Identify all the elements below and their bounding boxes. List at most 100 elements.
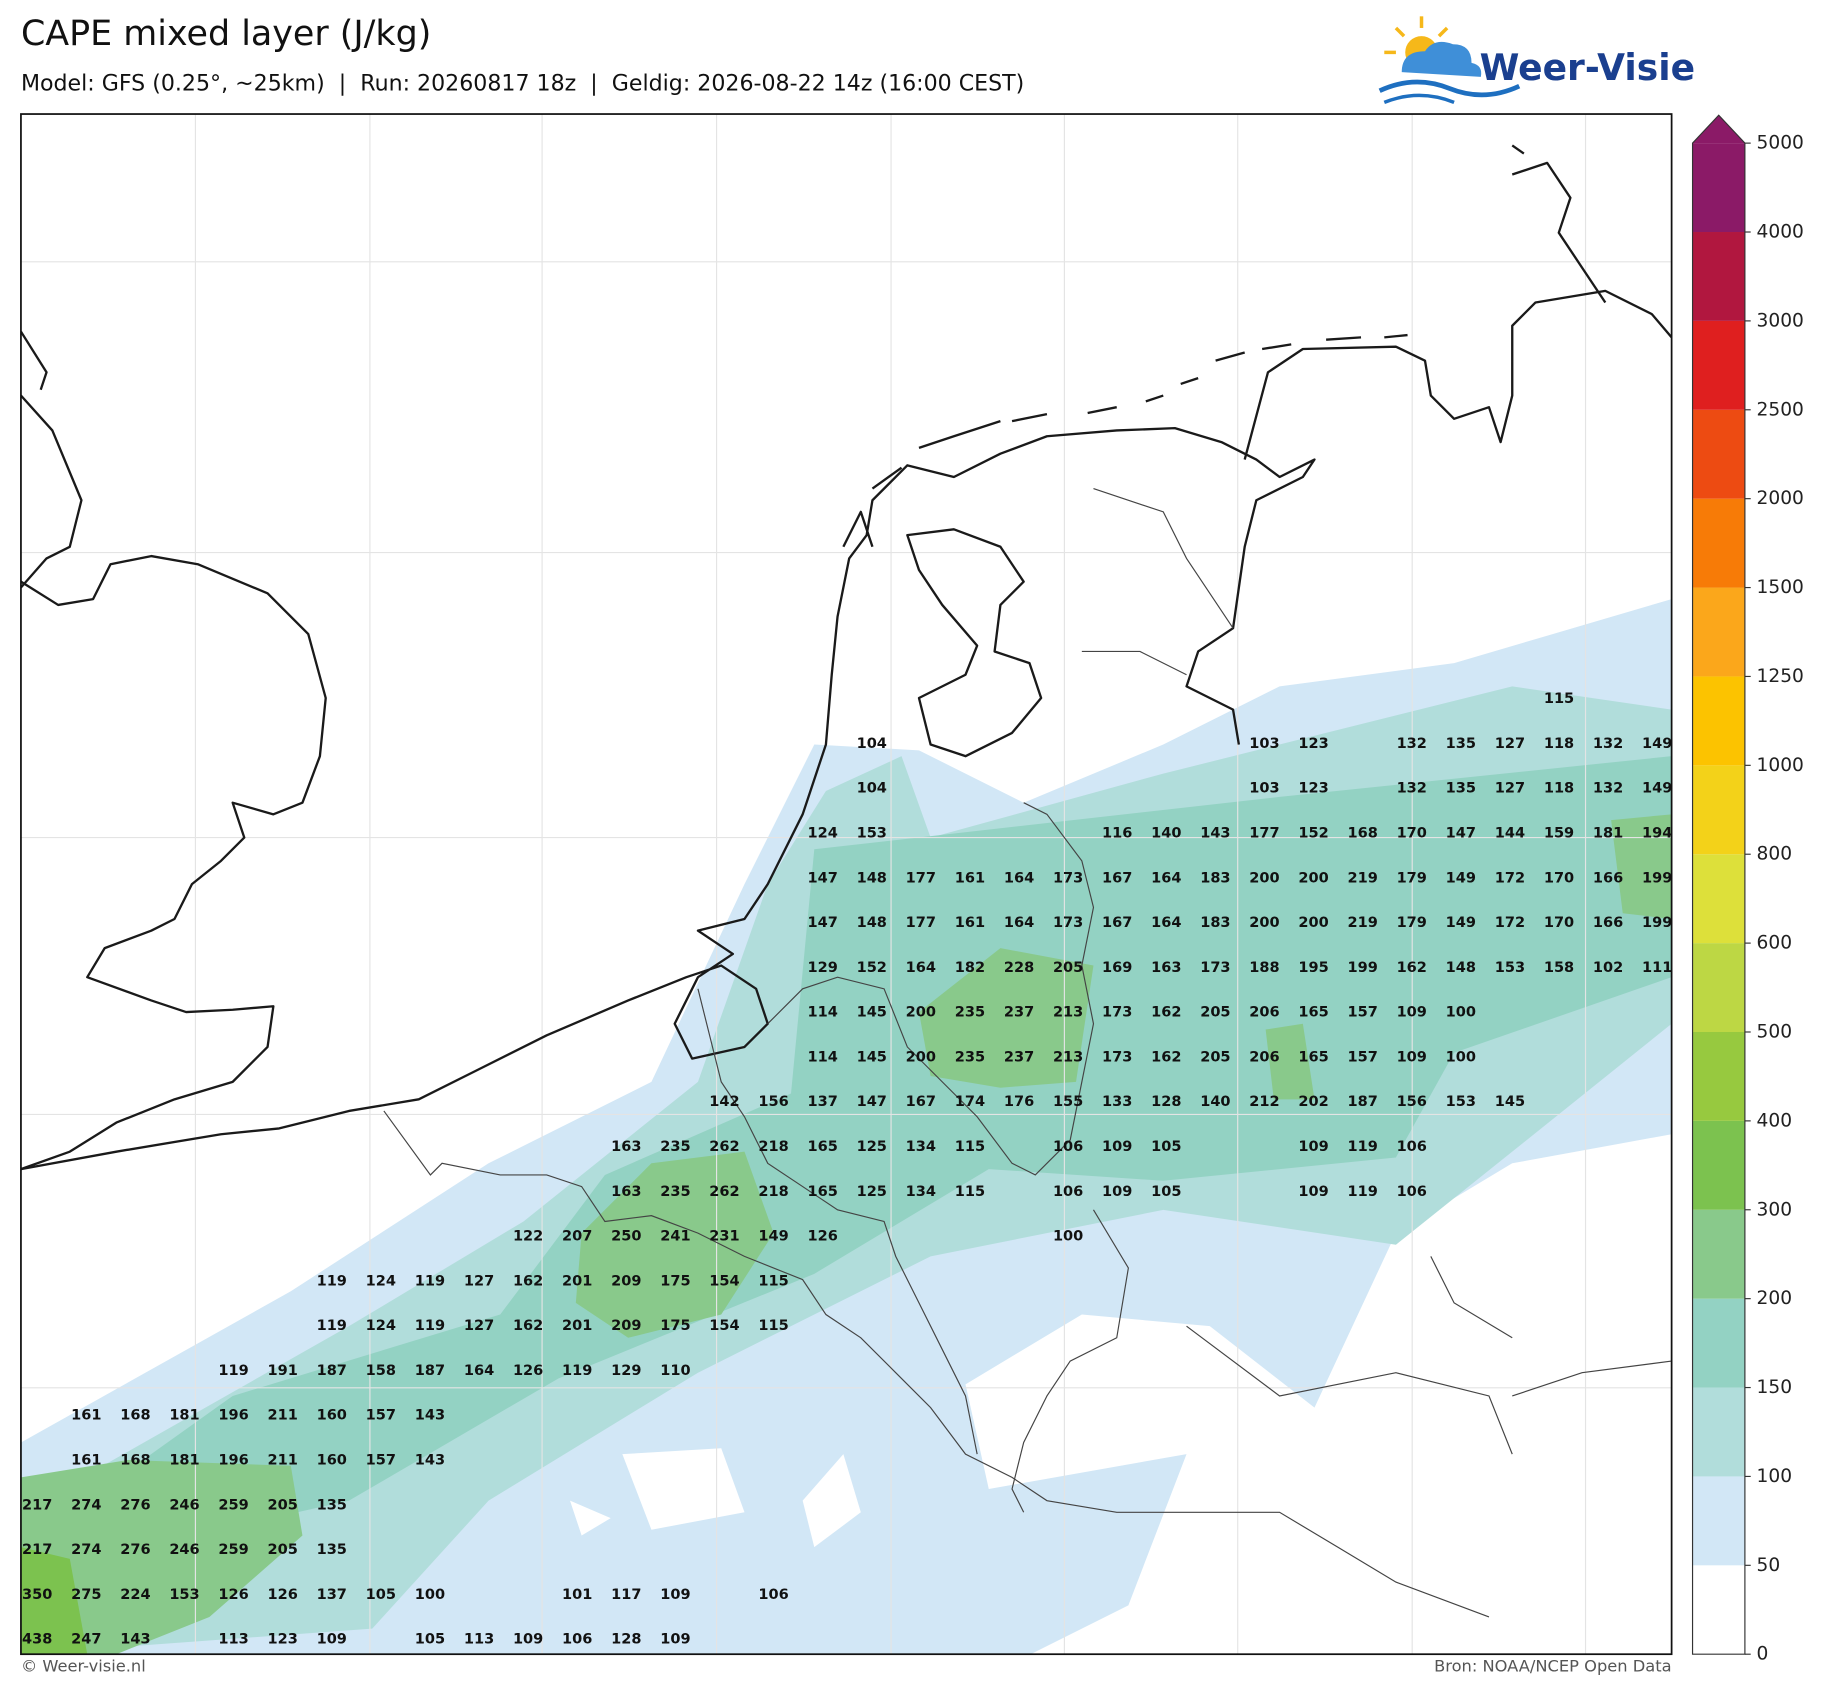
cape-value: 276 [120, 1497, 150, 1513]
cape-value: 274 [71, 1497, 101, 1513]
colorbar-bin [1692, 320, 1745, 410]
cape-value: 164 [906, 960, 936, 976]
cape-value: 173 [1200, 960, 1230, 976]
cape-value: 132 [1593, 781, 1623, 797]
cape-value: 167 [906, 1094, 936, 1110]
cape-value: 165 [807, 1139, 837, 1155]
cape-value: 147 [807, 870, 837, 886]
cape-value: 196 [218, 1453, 248, 1469]
cape-value: 200 [906, 1005, 936, 1021]
cape-value: 187 [317, 1363, 347, 1379]
cape-value: 147 [857, 1094, 887, 1110]
cape-value: 123 [1298, 736, 1328, 752]
cape-value: 144 [1495, 826, 1525, 842]
cape-value: 137 [317, 1587, 347, 1603]
cape-value: 162 [513, 1318, 543, 1334]
cape-value: 111 [1642, 960, 1672, 976]
cape-value: 104 [857, 736, 887, 752]
cape-value: 182 [955, 960, 985, 976]
cape-value: 110 [660, 1363, 690, 1379]
cape-value: 276 [120, 1542, 150, 1558]
cape-value: 135 [1446, 781, 1476, 797]
colorbar-label: 100 [1757, 1466, 1793, 1487]
colorbar-label: 0 [1757, 1644, 1769, 1665]
colorbar-bin [1692, 1387, 1745, 1477]
cape-value: 164 [1004, 915, 1034, 931]
cape-value: 157 [366, 1453, 396, 1469]
colorbar-label: 50 [1757, 1555, 1781, 1576]
cape-value: 160 [317, 1453, 347, 1469]
cape-value: 153 [1446, 1094, 1476, 1110]
cape-value: 200 [1249, 915, 1279, 931]
cape-value: 134 [906, 1139, 936, 1155]
cape-value: 159 [1544, 826, 1574, 842]
cape-value: 183 [1200, 870, 1230, 886]
cape-value: 132 [1397, 736, 1427, 752]
cape-value: 168 [1347, 826, 1377, 842]
colorbar-bin [1692, 143, 1745, 233]
cape-value: 213 [1053, 1005, 1083, 1021]
cape-value: 145 [857, 1005, 887, 1021]
cape-value: 102 [1593, 960, 1623, 976]
cape-value: 106 [1053, 1139, 1083, 1155]
cape-value: 162 [1397, 960, 1427, 976]
colorbar-label: 5000 [1757, 133, 1804, 154]
cape-value: 196 [218, 1408, 248, 1424]
cape-value: 135 [1446, 736, 1476, 752]
cape-value: 187 [1347, 1094, 1377, 1110]
cape-value: 115 [955, 1139, 985, 1155]
cape-value: 105 [415, 1632, 445, 1648]
cape-value: 165 [807, 1184, 837, 1200]
cape-value: 109 [1397, 1005, 1427, 1021]
cape-value: 166 [1593, 915, 1623, 931]
colorbar-label: 400 [1757, 1110, 1793, 1131]
cape-value: 207 [562, 1229, 592, 1245]
cape-value: 148 [1446, 960, 1476, 976]
cape-value: 133 [1102, 1094, 1132, 1110]
cape-value: 142 [709, 1094, 739, 1110]
cape-value: 206 [1249, 1049, 1279, 1065]
cape-value: 175 [660, 1273, 690, 1289]
cape-value: 177 [906, 870, 936, 886]
cape-value: 148 [857, 915, 887, 931]
cape-value: 124 [366, 1273, 396, 1289]
footer-source: Bron: NOAA/NCEP Open Data [1434, 1657, 1672, 1676]
map-frame [20, 113, 1673, 1656]
cape-value: 132 [1593, 736, 1623, 752]
cape-value: 104 [857, 781, 887, 797]
colorbar-label: 500 [1757, 1021, 1793, 1042]
cape-value: 164 [1151, 870, 1181, 886]
cape-value: 162 [513, 1273, 543, 1289]
cape-value: 187 [415, 1363, 445, 1379]
cape-value: 199 [1347, 960, 1377, 976]
cape-value: 172 [1495, 870, 1525, 886]
cape-value: 149 [1446, 915, 1476, 931]
cape-value: 164 [1151, 915, 1181, 931]
colorbar-label: 1250 [1757, 666, 1804, 687]
cape-value: 157 [1347, 1049, 1377, 1065]
subtitle: Model: GFS (0.25°, ~25km) | Run: 2026081… [21, 70, 1024, 96]
cape-value: 116 [1102, 826, 1132, 842]
cape-value: 235 [660, 1184, 690, 1200]
cape-value: 241 [660, 1229, 690, 1245]
cape-value: 246 [169, 1497, 199, 1513]
cape-value: 237 [1004, 1049, 1034, 1065]
colorbar-bin [1692, 232, 1745, 321]
cape-value: 173 [1053, 870, 1083, 886]
cape-value: 194 [1642, 826, 1672, 842]
cape-value: 200 [1298, 915, 1328, 931]
colorbar-label: 1000 [1757, 755, 1804, 776]
cape-value: 156 [1397, 1094, 1427, 1110]
cape-value: 109 [317, 1632, 347, 1648]
cape-value: 124 [807, 826, 837, 842]
cape-value: 172 [1495, 915, 1525, 931]
colorbar-label: 2000 [1757, 488, 1804, 509]
cape-value: 217 [22, 1542, 52, 1558]
cape-value: 128 [1151, 1094, 1181, 1110]
cape-value: 168 [120, 1408, 150, 1424]
colorbar-bin [1692, 676, 1745, 766]
cape-value: 105 [1151, 1184, 1181, 1200]
cape-value: 109 [513, 1632, 543, 1648]
colorbar-bin [1692, 409, 1745, 499]
